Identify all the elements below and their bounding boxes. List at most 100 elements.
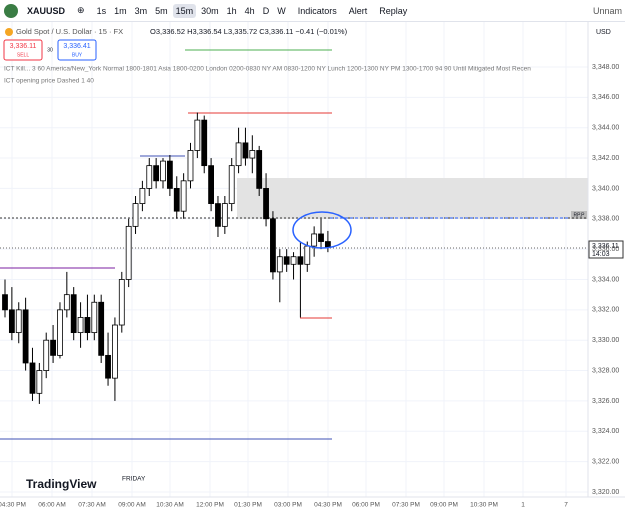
candle-body xyxy=(146,165,153,189)
time-axis: 04:30 PM 06:00 AM 07:30 AM 09:00 AM 10:30 AM… xyxy=(0,502,568,509)
logo: TradingView xyxy=(26,477,97,491)
interval[interactable]: W xyxy=(277,5,286,16)
price-label-bg xyxy=(588,240,624,259)
price-label: 3,336.11 xyxy=(592,243,619,250)
symbol[interactable]: XAUUSD xyxy=(27,5,66,16)
grid xyxy=(0,22,588,497)
x-tick-label: 12:00 PM xyxy=(196,502,224,509)
y-tick-label: 3,348.00 xyxy=(592,64,619,71)
indicators[interactable]: Indicators xyxy=(297,5,337,16)
candle-body xyxy=(70,294,77,334)
candle-body xyxy=(208,165,215,204)
candle-body xyxy=(139,188,146,204)
user[interactable]: Unnam xyxy=(592,5,622,16)
y-tick-label: 3,326.00 xyxy=(592,398,619,405)
buy-label: BUY xyxy=(72,52,83,58)
replay[interactable]: Replay xyxy=(379,5,408,16)
interval[interactable]: 1m xyxy=(114,5,127,16)
zone xyxy=(237,178,588,219)
y-tick-label: 3,320.00 xyxy=(592,489,619,496)
x-tick-label: 01:30 PM xyxy=(234,502,262,509)
candle-body xyxy=(57,309,63,356)
y-tick-label: 3,346.00 xyxy=(592,94,619,101)
buy-button[interactable] xyxy=(57,39,97,61)
candle-body xyxy=(242,142,249,159)
x-tick-label: 09:00 PM xyxy=(430,502,458,509)
candle-body xyxy=(98,301,105,356)
y-tick-label: 3,342.00 xyxy=(592,155,619,162)
logo-dot xyxy=(5,28,13,36)
interval[interactable]: 1h xyxy=(226,5,237,16)
candle-body xyxy=(132,203,139,227)
sell-label: SELL xyxy=(17,52,29,58)
candle-body xyxy=(112,324,118,379)
indicator[interactable]: ICT Kill... 3 60 America/New_York Normal… xyxy=(4,66,531,73)
currency[interactable]: USD xyxy=(596,29,611,36)
candles xyxy=(2,112,331,404)
candle-body xyxy=(235,142,242,167)
candle-body xyxy=(105,354,111,379)
ellipse xyxy=(292,211,352,249)
y-tick-label: 3,332.00 xyxy=(592,307,619,314)
candle-body xyxy=(8,309,15,334)
candle-body xyxy=(125,225,132,280)
candle-body xyxy=(304,245,311,265)
candle-body xyxy=(194,119,201,151)
zone-tag: RP.P xyxy=(573,212,585,218)
candle-body xyxy=(118,279,125,326)
x-tick-label: 06:00 AM xyxy=(38,502,65,509)
candle-body xyxy=(283,256,290,265)
candle-body xyxy=(215,203,221,227)
candle-body xyxy=(297,256,304,265)
countdown: 14:03 xyxy=(592,251,610,258)
interval[interactable]: 30m xyxy=(201,5,219,16)
day-label: FRIDAY xyxy=(122,476,146,483)
candle-body xyxy=(153,165,160,182)
chart: RP.P USD 3,336.11 14:03 Gold Spot / U.S.… xyxy=(0,22,625,509)
toolbar: XAUUSD ⊕ 1s 1m 3m 5m 15m 30m 1h 4h D W Indicators… xyxy=(0,0,625,22)
candle-body xyxy=(228,165,235,204)
interval[interactable]: 5m xyxy=(155,5,168,16)
x-tick-label: 1 xyxy=(521,502,525,509)
candle-body xyxy=(2,294,8,311)
candle-body xyxy=(249,150,256,159)
y-tick-label: 3,338.00 xyxy=(592,216,619,223)
x-tick-label: 06:00 PM xyxy=(352,502,380,509)
avatar[interactable] xyxy=(4,3,18,18)
candle-body xyxy=(180,180,187,212)
y-tick-label: 3,322.00 xyxy=(592,458,619,465)
candle-body xyxy=(256,150,263,189)
candle-body xyxy=(77,317,84,334)
interval[interactable]: 1s xyxy=(96,5,107,16)
y-tick-label: 3,324.00 xyxy=(592,428,619,435)
x-tick-label: 04:30 PM xyxy=(314,502,342,509)
x-tick-label: 7 xyxy=(564,502,568,509)
interval[interactable]: 4h xyxy=(244,5,255,16)
candle-body xyxy=(221,203,228,227)
candle-body xyxy=(166,160,173,189)
candle-body xyxy=(36,370,43,394)
y-tick-label: 3,336.00 xyxy=(592,246,619,253)
candle-body xyxy=(187,150,194,182)
candle-body xyxy=(276,256,283,273)
candle-body xyxy=(63,294,70,311)
y-tick-label: 3,328.00 xyxy=(592,367,619,374)
candle-body xyxy=(201,119,208,167)
candle-body xyxy=(50,339,56,356)
instrument: Gold Spot / U.S. Dollar · 15 · FX xyxy=(16,27,123,36)
indicator[interactable]: ICT opening price Dashed 1 40 xyxy=(4,78,94,85)
zone-tag-bg xyxy=(571,211,587,219)
candle-body xyxy=(91,301,98,334)
candle-body xyxy=(15,309,22,334)
x-tick-label: 10:30 PM xyxy=(470,502,498,509)
interval[interactable]: 15m xyxy=(172,3,197,18)
x-tick-label: 09:00 AM xyxy=(118,502,145,509)
add-symbol[interactable]: ⊕ xyxy=(77,5,85,15)
interval[interactable]: D xyxy=(262,5,270,16)
sell-button[interactable] xyxy=(3,39,43,61)
candle-body xyxy=(318,233,324,242)
spread: 30 xyxy=(47,47,53,53)
candle-body xyxy=(324,241,331,248)
interval[interactable]: 3m xyxy=(134,5,148,16)
alert[interactable]: Alert xyxy=(348,5,368,16)
